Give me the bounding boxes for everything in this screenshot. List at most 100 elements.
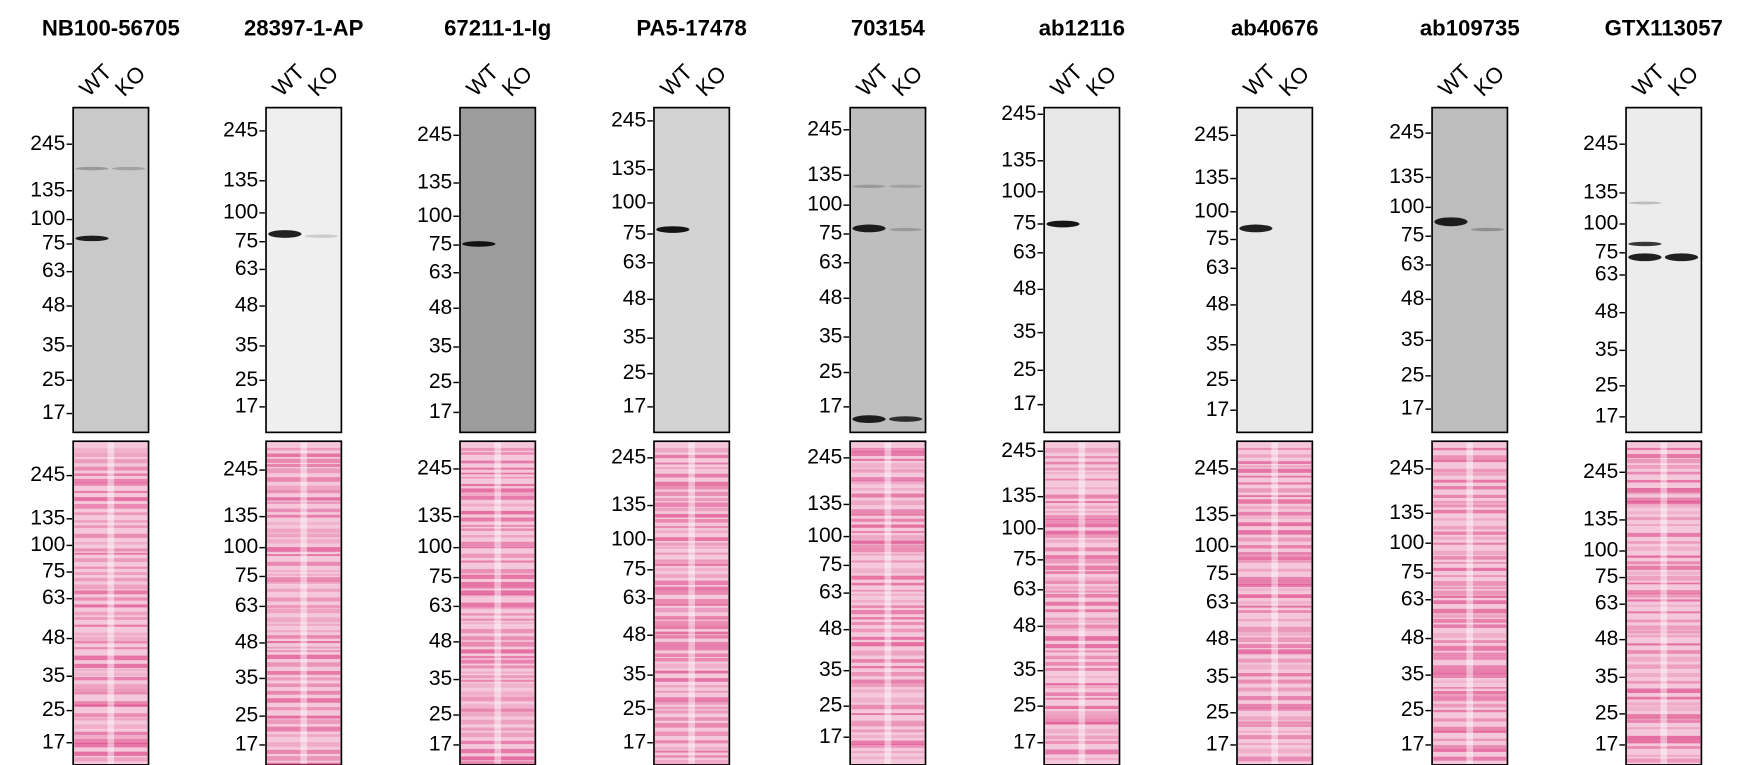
marker-label: 35 (623, 326, 646, 349)
marker-label: 75 (819, 222, 842, 245)
lane-gap (300, 442, 307, 763)
marker-label: 245 (1583, 460, 1618, 483)
blot-panel: ab109735WTKO2451351007563483525172451351… (1389, 16, 1519, 765)
marker-label: 35 (1013, 320, 1036, 343)
marker-label: 48 (429, 296, 452, 319)
marker-label: 135 (611, 157, 646, 180)
marker-label: 17 (235, 733, 258, 756)
marker-label: 25 (1595, 701, 1618, 724)
lane-gap (1271, 442, 1278, 763)
lane-gap (688, 442, 695, 763)
marker-label: 135 (1389, 501, 1424, 524)
marker-label: 17 (1401, 733, 1424, 756)
marker-label: 17 (819, 394, 842, 417)
marker-label: 135 (611, 493, 646, 516)
marker-label: 75 (429, 233, 452, 256)
blot-panel: ab12116WTKO24513510075634835251724513510… (1001, 16, 1125, 765)
lane-label: KO (1081, 61, 1121, 101)
marker-label: 135 (1583, 508, 1618, 531)
lane-label: WT (267, 59, 309, 101)
protein-band (1628, 202, 1661, 205)
western-blot (266, 108, 341, 433)
marker-label: 63 (429, 594, 452, 617)
marker-label: 17 (1013, 730, 1036, 753)
marker-label: 17 (1595, 733, 1618, 756)
marker-label: 35 (235, 333, 258, 356)
marker-label: 63 (1013, 240, 1036, 263)
marker-label: 25 (1206, 368, 1229, 391)
marker-label: 75 (429, 565, 452, 588)
lane-label: KO (1663, 61, 1703, 101)
marker-label: 63 (1401, 253, 1424, 276)
marker-label: 63 (1595, 592, 1618, 615)
marker-label: 48 (42, 294, 65, 317)
figure: NB100-56705WTKO2451351007563483525172451… (0, 0, 1738, 765)
marker-label: 245 (611, 445, 646, 468)
marker-label: 25 (1401, 363, 1424, 386)
marker-label: 100 (1389, 195, 1424, 218)
marker-label: 135 (1583, 181, 1618, 204)
marker-label: 100 (611, 527, 646, 550)
marker-label: 35 (42, 333, 65, 356)
marker-label: 75 (1401, 224, 1424, 247)
western-blot (460, 108, 535, 433)
marker-label: 100 (223, 200, 258, 223)
marker-label: 75 (623, 222, 646, 245)
marker-label: 48 (235, 294, 258, 317)
blot-panel: ab40676WTKO24513510075634835251724513510… (1194, 16, 1318, 765)
marker-label: 245 (30, 463, 65, 486)
marker-label: 135 (1194, 503, 1229, 526)
marker-label: 100 (807, 193, 842, 216)
marker-label: 135 (1194, 166, 1229, 189)
lane-label: KO (691, 61, 731, 101)
marker-label: 17 (1595, 404, 1618, 427)
marker-label: 35 (1013, 658, 1036, 681)
lane-label: WT (1046, 59, 1088, 101)
marker-label: 25 (1013, 694, 1036, 717)
marker-label: 100 (611, 190, 646, 213)
lane-label: WT (1433, 59, 1475, 101)
marker-label: 100 (1001, 179, 1036, 202)
marker-label: 17 (42, 401, 65, 424)
marker-label: 17 (623, 394, 646, 417)
marker-label: 135 (223, 504, 258, 527)
marker-label: 48 (1401, 626, 1424, 649)
protein-band (1239, 225, 1272, 233)
marker-label: 35 (1595, 665, 1618, 688)
protein-band (1471, 228, 1504, 231)
marker-label: 75 (1595, 240, 1618, 263)
marker-label: 17 (429, 733, 452, 756)
marker-label: 63 (42, 586, 65, 609)
marker-label: 135 (417, 171, 452, 194)
lane-label: WT (1238, 59, 1280, 101)
marker-label: 35 (42, 664, 65, 687)
western-blot (73, 108, 148, 433)
protein-band (462, 241, 495, 247)
marker-label: 48 (1013, 277, 1036, 300)
western-blot (1044, 108, 1119, 433)
marker-label: 25 (42, 698, 65, 721)
marker-label: 48 (1595, 627, 1618, 650)
marker-label: 25 (1206, 700, 1229, 723)
marker-label: 245 (1389, 121, 1424, 144)
marker-label: 17 (623, 730, 646, 753)
marker-label: 17 (42, 730, 65, 753)
marker-label: 35 (623, 663, 646, 686)
marker-label: 245 (807, 117, 842, 140)
marker-label: 100 (417, 535, 452, 558)
marker-label: 245 (223, 458, 258, 481)
marker-label: 100 (1583, 212, 1618, 235)
marker-label: 48 (1206, 627, 1229, 650)
western-blot (850, 108, 925, 433)
protein-band (1046, 221, 1079, 228)
marker-label: 245 (1001, 439, 1036, 462)
blot-panel: NB100-56705WTKO2451351007563483525172451… (30, 16, 180, 765)
marker-label: 48 (1013, 614, 1036, 637)
marker-label: 48 (623, 623, 646, 646)
marker-label: 245 (223, 118, 258, 141)
marker-label: 25 (235, 368, 258, 391)
marker-label: 75 (42, 560, 65, 583)
lane-gap (1466, 442, 1473, 763)
marker-label: 48 (429, 629, 452, 652)
marker-label: 245 (807, 445, 842, 468)
